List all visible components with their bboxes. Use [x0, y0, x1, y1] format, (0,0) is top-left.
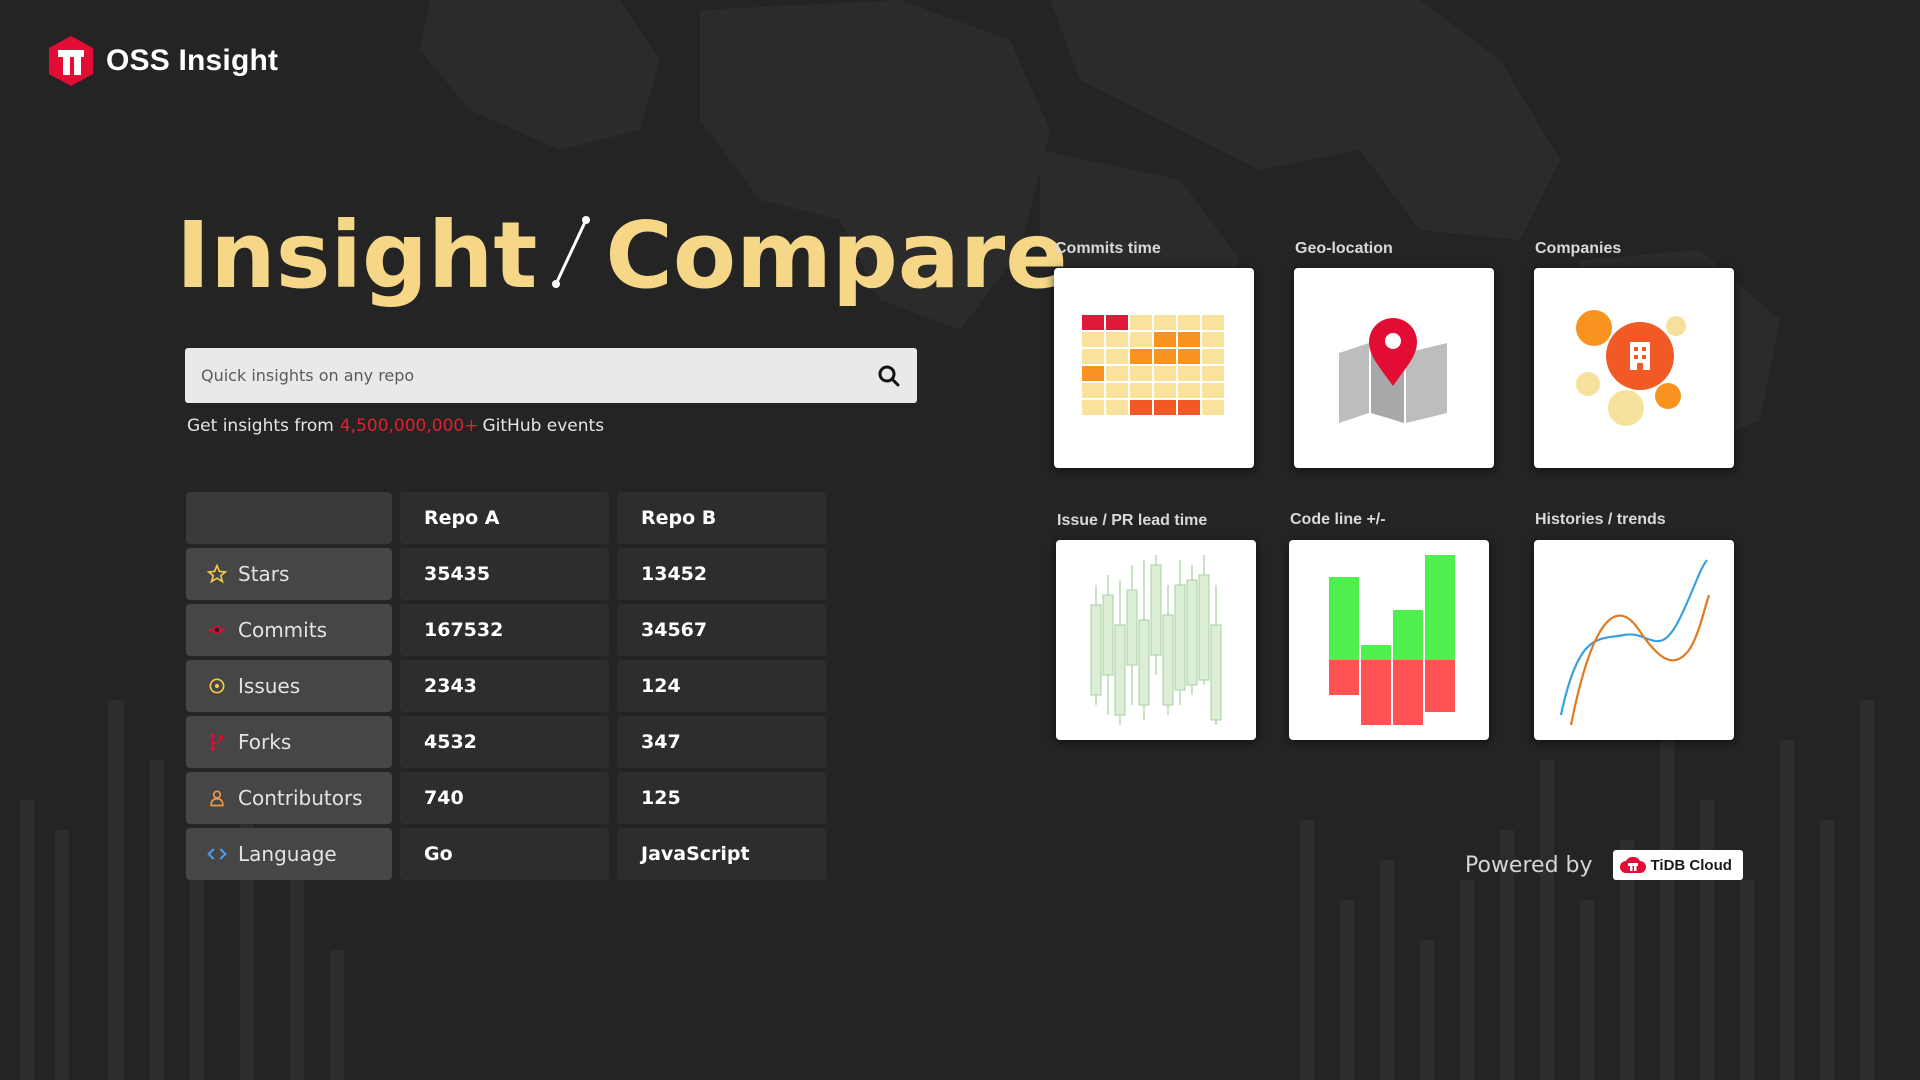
tidb-cloud-icon [1619, 856, 1646, 873]
row-label-commits: Commits [186, 604, 392, 656]
feature-label-lead-time: Issue / PR lead time [1057, 512, 1208, 529]
search-input[interactable] [201, 366, 877, 385]
feature-card-commits-time[interactable] [1054, 268, 1254, 468]
row-label-text: Forks [238, 730, 292, 754]
contributors-value-a: 740 [400, 772, 609, 824]
search-bar [185, 348, 917, 403]
row-label-forks: Forks [186, 716, 392, 768]
language-value-a: Go [400, 828, 609, 880]
row-label-text: Stars [238, 562, 290, 586]
row-label-text: Issues [238, 674, 301, 698]
code-lines-bar-icon [1329, 555, 1455, 725]
code-icon [206, 843, 228, 865]
contributors-value-b: 125 [617, 772, 826, 824]
brand-logo[interactable]: OSS Insight [46, 34, 278, 88]
issues-value-a: 2343 [400, 660, 609, 712]
forks-value-b: 347 [617, 716, 826, 768]
stars-value-b: 13452 [617, 548, 826, 600]
tidb-logo-icon [49, 36, 93, 86]
events-count: 4,500,000,000+ [339, 416, 479, 436]
stars-value-a: 35435 [400, 548, 609, 600]
powered-by: Powered by TiDB Cloud [1465, 850, 1743, 880]
fork-icon [206, 731, 228, 753]
tagline-prefix: Get insights from [187, 416, 334, 436]
star-icon [206, 563, 228, 585]
column-header-repo-b[interactable]: Repo B [617, 492, 826, 544]
companies-bubble-icon [1576, 310, 1686, 426]
feature-label-companies: Companies [1535, 240, 1622, 257]
feature-label-trends: Histories / trends [1535, 511, 1666, 528]
row-label-issues: Issues [186, 660, 392, 712]
trend-lines-icon [1559, 559, 1711, 726]
commit-icon [206, 619, 228, 641]
feature-card-code-lines[interactable] [1289, 540, 1489, 740]
commits-value-a: 167532 [400, 604, 609, 656]
feature-card-trends[interactable] [1534, 540, 1734, 740]
row-label-text: Language [238, 842, 337, 866]
forks-value-a: 4532 [400, 716, 609, 768]
feature-label-commits-time: Commits time [1055, 240, 1161, 257]
feature-label-geo-location: Geo-location [1295, 240, 1393, 257]
heatmap-icon [1082, 315, 1224, 415]
language-value-b: JavaScript [617, 828, 826, 880]
table-corner [186, 492, 392, 544]
feature-card-geo-location[interactable] [1294, 268, 1494, 468]
row-label-stars: Stars [186, 548, 392, 600]
hero-word-insight: Insight [176, 202, 538, 309]
tagline-suffix: GitHub events [482, 416, 605, 436]
commits-value-b: 34567 [617, 604, 826, 656]
hero-word-compare: Compare [605, 202, 1068, 309]
hero-title: Insight Compare [176, 202, 1068, 302]
feature-label-code-lines: Code line +/- [1290, 511, 1386, 528]
powered-by-label: Powered by [1465, 852, 1593, 878]
feature-card-lead-time[interactable] [1056, 540, 1256, 740]
search-icon[interactable] [877, 364, 901, 388]
candlestick-icon [1090, 555, 1222, 725]
tidb-cloud-badge[interactable]: TiDB Cloud [1612, 850, 1743, 880]
issues-value-b: 124 [617, 660, 826, 712]
column-header-repo-a[interactable]: Repo A [400, 492, 609, 544]
contributor-icon [206, 787, 228, 809]
map-pin-icon [1339, 318, 1447, 423]
tagline: Get insights from 4,500,000,000+ GitHub ev… [187, 416, 604, 436]
row-label-contributors: Contributors [186, 772, 392, 824]
row-label-text: Commits [238, 618, 327, 642]
tidb-cloud-label: TiDB Cloud [1650, 856, 1732, 874]
row-label-language: Language [186, 828, 392, 880]
slash-divider-icon [552, 216, 591, 288]
issue-icon [206, 675, 228, 697]
brand-name: OSS Insight [106, 44, 279, 77]
feature-card-companies[interactable] [1534, 268, 1734, 468]
row-label-text: Contributors [238, 786, 363, 810]
